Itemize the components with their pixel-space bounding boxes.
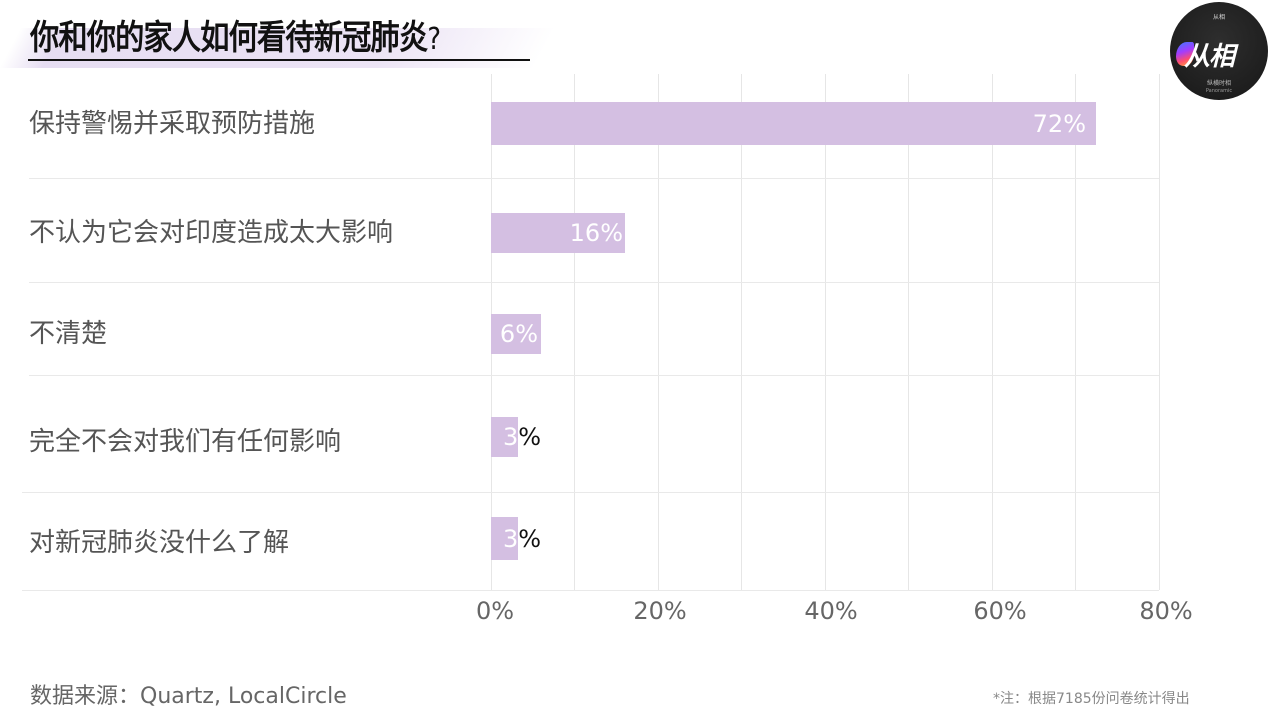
chart-title-question-mark: ? [427,22,441,57]
bar-value-label: 72% [1032,109,1086,138]
category-label: 不认为它会对印度造成太大影响 [29,218,394,248]
chart-title-text: 你和你的家人如何看待新冠肺炎 [30,18,428,58]
logo-swoosh-icon [1176,42,1194,66]
logo-brand-text: 从相 [1184,42,1235,72]
x-tick-label: 0% [475,597,515,625]
gridline-70 [1075,74,1076,590]
title-underline [28,59,530,61]
title-banner: 你和你的家人如何看待新冠肺炎? [0,0,560,80]
gridline-60 [992,74,993,590]
category-label: 保持警惕并采取预防措施 [29,109,316,139]
bar-value-label: 6% [499,320,538,348]
bar-value-percent: % [518,524,542,553]
bar-value-percent: % [518,423,542,451]
bar-value-label: 3% [503,525,541,553]
chart-title: 你和你的家人如何看待新冠肺炎? [30,10,441,59]
row-separator [29,178,1159,179]
bar: 6% [491,314,541,354]
logo-sub-text-en: Panoramic [1205,88,1233,94]
gridline-80 [1159,74,1160,590]
category-label: 对新冠肺炎没什么了解 [29,528,290,558]
bar: 3% [491,517,541,560]
bar: 16% [491,213,625,253]
footnote: *注：根据7185份问卷统计得出 [993,691,1190,707]
row-separator [29,282,1159,283]
bar: 72% [491,102,1096,145]
logo-sub-text: 纵横时相 [1206,80,1231,87]
data-source: 数据来源：Quartz, LocalCircle [30,684,347,709]
x-axis-line [22,590,1159,591]
bar-value-label: 3% [503,423,541,451]
gridline-30 [741,74,742,590]
gridline-40 [825,74,826,590]
x-tick-label: 40% [804,597,858,625]
gridline-10 [574,74,575,590]
bar-value-digit: 3 [503,423,519,451]
bar-value-digit: 3 [503,524,519,553]
gridline-20 [658,74,659,590]
x-tick-label: 60% [973,597,1027,625]
logo-top-text: 从相 [1212,14,1225,21]
gridline-50 [908,74,909,590]
x-tick-label: 80% [1139,597,1193,625]
row-separator [29,375,1159,376]
row-separator [22,492,1159,493]
bar: 3% [491,417,541,457]
x-tick-label: 20% [633,597,687,625]
category-label: 完全不会对我们有任何影响 [29,427,342,457]
bar-value-label: 16% [569,219,623,247]
brand-logo: 从相 从相 纵横时相 Panoramic [1170,2,1268,100]
category-label: 不清楚 [29,319,108,349]
